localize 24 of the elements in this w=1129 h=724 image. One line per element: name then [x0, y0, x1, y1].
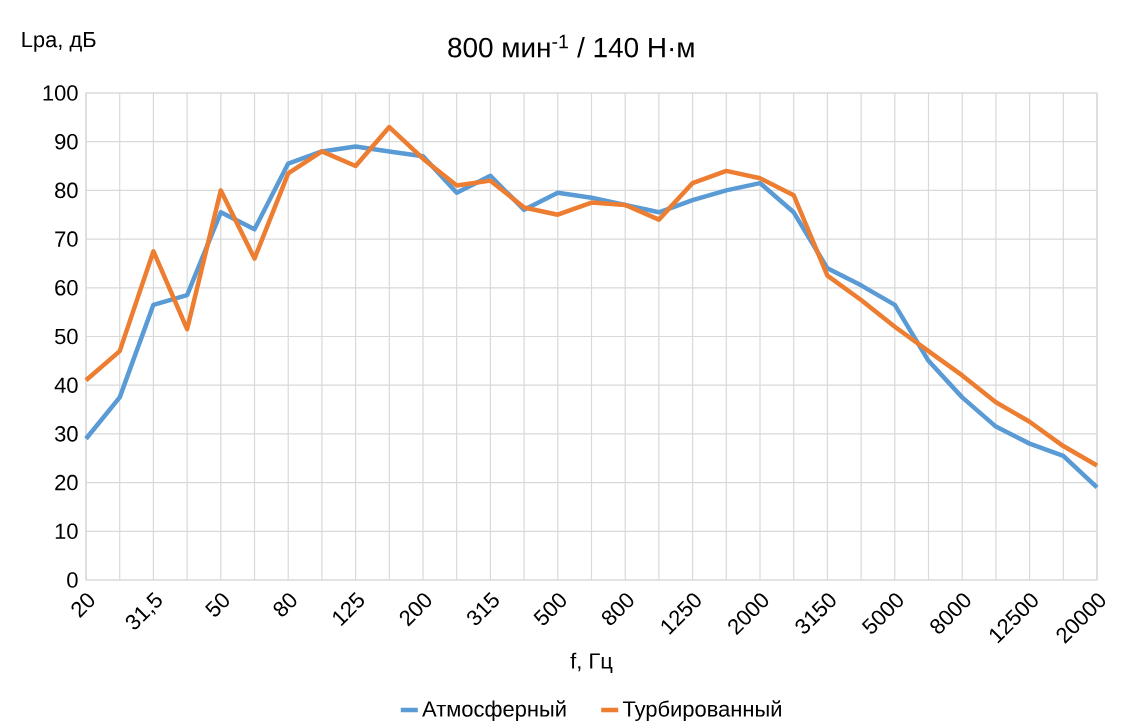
- x-tick-label: 500: [533, 593, 566, 626]
- y-tick-label: 40: [54, 377, 78, 393]
- y-tick-label: 60: [55, 280, 78, 296]
- y-axis-title: Lpa, дБ: [22, 32, 96, 52]
- x-tick-label: 200: [399, 593, 432, 627]
- x-tick-label: 50: [205, 593, 229, 617]
- y-tick-label: 50: [55, 328, 78, 345]
- y-tick-label: 90: [55, 133, 78, 150]
- x-tick-label: 125: [333, 592, 364, 627]
- x-tick-label: 800: [601, 593, 634, 625]
- y-tick-label: 100: [43, 85, 78, 101]
- y-tick-label: 0: [67, 572, 78, 588]
- legend-label: Атмосферный: [422, 700, 566, 722]
- chart-title: 800 мин$^{-1}$ / 140 Н·м: [448, 34, 694, 58]
- x-axis-title: f, Гц: [570, 652, 613, 673]
- y-tick-label: 70: [55, 231, 78, 247]
- y-tick-label: 10: [55, 523, 78, 540]
- y-tick-label: 20: [55, 474, 78, 491]
- x-tick-label: 20: [71, 593, 95, 618]
- y-tick-label: 30: [54, 426, 78, 442]
- x-tick-label: 315: [467, 592, 499, 625]
- x-tick-label: 80: [273, 593, 297, 617]
- legend-label: Турбированный: [622, 700, 781, 722]
- y-tick-label: 80: [55, 182, 78, 199]
